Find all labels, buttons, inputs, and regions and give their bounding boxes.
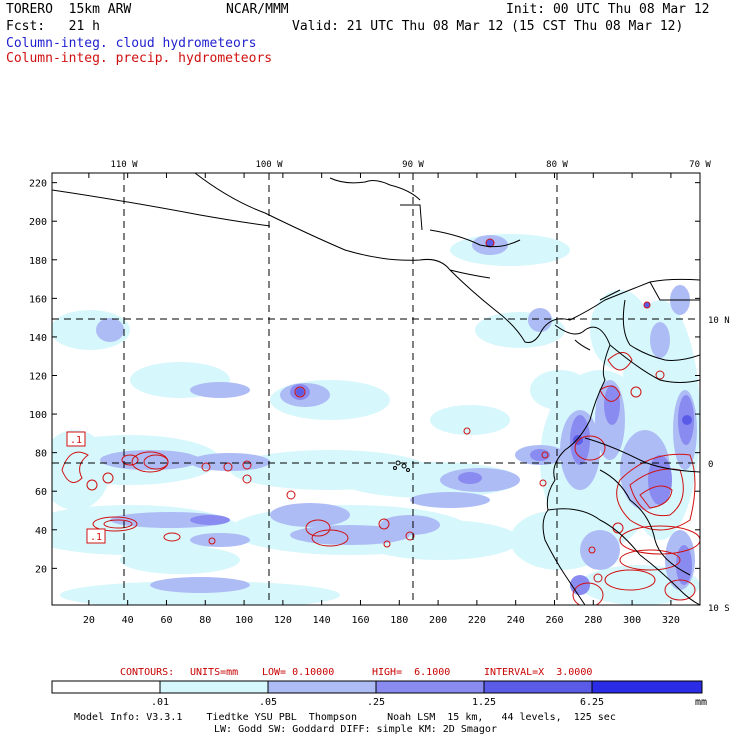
latitude-label: 10 S	[708, 604, 730, 614]
x-tick-label: 220	[468, 615, 486, 626]
latitude-ticks: 10 N 0 10 S	[708, 316, 730, 614]
latitude-label: 10 N	[708, 316, 730, 326]
x-tick-label: 260	[545, 615, 563, 626]
y-tick-label: 120	[29, 372, 47, 383]
init-time: Init: 00 UTC Thu 08 Mar 12	[506, 2, 710, 17]
x-tick-label: 40	[122, 615, 134, 626]
latlon-grid	[52, 173, 700, 605]
y-tick-label: 200	[29, 217, 47, 228]
model-info-line2: LW: Godd SW: Goddard DIFF: simple KM: 2D…	[214, 724, 497, 735]
precip-field-label: Column-integ. precip. hydrometeors	[6, 51, 273, 66]
y-tick-label: 60	[35, 487, 47, 498]
contour-label-2: .1	[86, 528, 106, 544]
longitude-label: 70 W	[689, 160, 711, 170]
cloud-shading	[52, 234, 700, 605]
x-tick-label: 280	[584, 615, 602, 626]
contour-label-1: .1	[66, 431, 86, 447]
forecast-hour: Fcst: 21 h	[6, 19, 100, 34]
x-tick-label: 140	[313, 615, 331, 626]
colorbar-tick-label: .01	[151, 697, 169, 708]
x-tick-label: 300	[623, 615, 641, 626]
x-tick-label: 20	[83, 615, 95, 626]
precip-contours	[61, 238, 700, 605]
y-tick-label: 80	[35, 449, 47, 460]
longitude-label: 90 W	[402, 160, 424, 170]
contour-info-interval: INTERVAL=X 3.0000	[484, 667, 593, 678]
y-tick-label: 160	[29, 294, 47, 305]
x-tick-label: 60	[160, 615, 172, 626]
y-tick-label: 40	[35, 526, 47, 537]
y-tick-label: 20	[35, 564, 47, 575]
y-axis-ticks: 20 40 60 80 100 120 140 160 180 200 220	[29, 179, 700, 575]
svg-text:.1: .1	[70, 435, 82, 446]
svg-text:.1: .1	[90, 532, 102, 543]
x-tick-label: 80	[199, 615, 211, 626]
x-tick-label: 200	[429, 615, 447, 626]
contour-info-high: HIGH= 6.1000	[372, 667, 451, 678]
x-tick-label: 120	[274, 615, 292, 626]
coastlines	[52, 173, 700, 605]
colorbar-tick-label: .25	[367, 697, 385, 708]
colorbar-tick-label: 1.25	[472, 697, 496, 708]
cloud-field-label: Column-integ. cloud hydrometeors	[6, 36, 257, 51]
valid-time: Valid: 21 UTC Thu 08 Mar 12 (15 CST Thu …	[292, 19, 684, 34]
colorbar-tick-label: .05	[259, 697, 277, 708]
x-tick-label: 160	[351, 615, 369, 626]
y-tick-label: 100	[29, 410, 47, 421]
y-tick-label: 140	[29, 333, 47, 344]
x-axis-ticks: 20 40 60 80 100 120 140 160 180 200 220 240 260 280 30…	[83, 173, 680, 626]
longitude-label: 110 W	[110, 160, 138, 170]
model-title: TORERO 15km ARW	[6, 2, 132, 17]
x-tick-label: 100	[235, 615, 253, 626]
latitude-label: 0	[708, 460, 713, 470]
colorbar-unit: mm	[695, 697, 708, 708]
colorbar-tick-label: 6.25	[580, 697, 604, 708]
x-tick-label: 180	[390, 615, 408, 626]
longitude-label: 100 W	[255, 160, 283, 170]
contour-info-label: CONTOURS:	[120, 667, 175, 678]
x-tick-label: 320	[662, 615, 680, 626]
y-tick-label: 220	[29, 179, 47, 190]
y-tick-label: 180	[29, 256, 47, 267]
longitude-ticks: 110 W 100 W 90 W 80 W 70 W	[110, 160, 711, 170]
x-tick-label: 240	[507, 615, 525, 626]
org-label: NCAR/MMM	[226, 2, 289, 17]
longitude-label: 80 W	[546, 160, 568, 170]
plot-frame	[51, 172, 701, 606]
model-info-line1: Model Info: V3.3.1 Tiedtke YSU PBL Thomp…	[74, 712, 616, 723]
colorbar	[51, 680, 703, 694]
colorbar-ticks: .01 .05 .25 1.25 6.25	[151, 697, 604, 708]
contour-info-low: LOW= 0.10000	[262, 667, 335, 678]
contour-info-units: UNITS=mm	[190, 667, 239, 678]
